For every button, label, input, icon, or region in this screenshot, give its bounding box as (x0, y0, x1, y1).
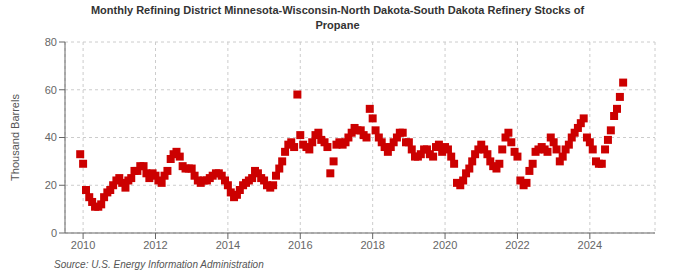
html-text:Source: U.S. Energy Informatio: Source: U.S. Energy Information Administ… (54, 259, 264, 270)
svg-text:2024: 2024 (578, 239, 602, 251)
svg-text:2016: 2016 (288, 239, 312, 251)
svg-text:0: 0 (51, 227, 57, 239)
svg-text:40: 40 (45, 131, 57, 143)
svg-text:20: 20 (45, 179, 57, 191)
svg-text:2012: 2012 (143, 239, 167, 251)
svg-text:2022: 2022 (505, 239, 529, 251)
svg-text:2010: 2010 (71, 239, 95, 251)
html-text:Monthly Refining District Minn: Monthly Refining District Minnesota-Wisc… (90, 4, 584, 16)
svg-text:2020: 2020 (433, 239, 457, 251)
svg-text:2014: 2014 (216, 239, 240, 251)
svg-text:80: 80 (45, 36, 57, 48)
svg-text:2018: 2018 (360, 239, 384, 251)
svg-text:60: 60 (45, 84, 57, 96)
svg-text:Thousand Barrels: Thousand Barrels (9, 94, 21, 181)
html-text:Propane: Propane (315, 19, 360, 31)
